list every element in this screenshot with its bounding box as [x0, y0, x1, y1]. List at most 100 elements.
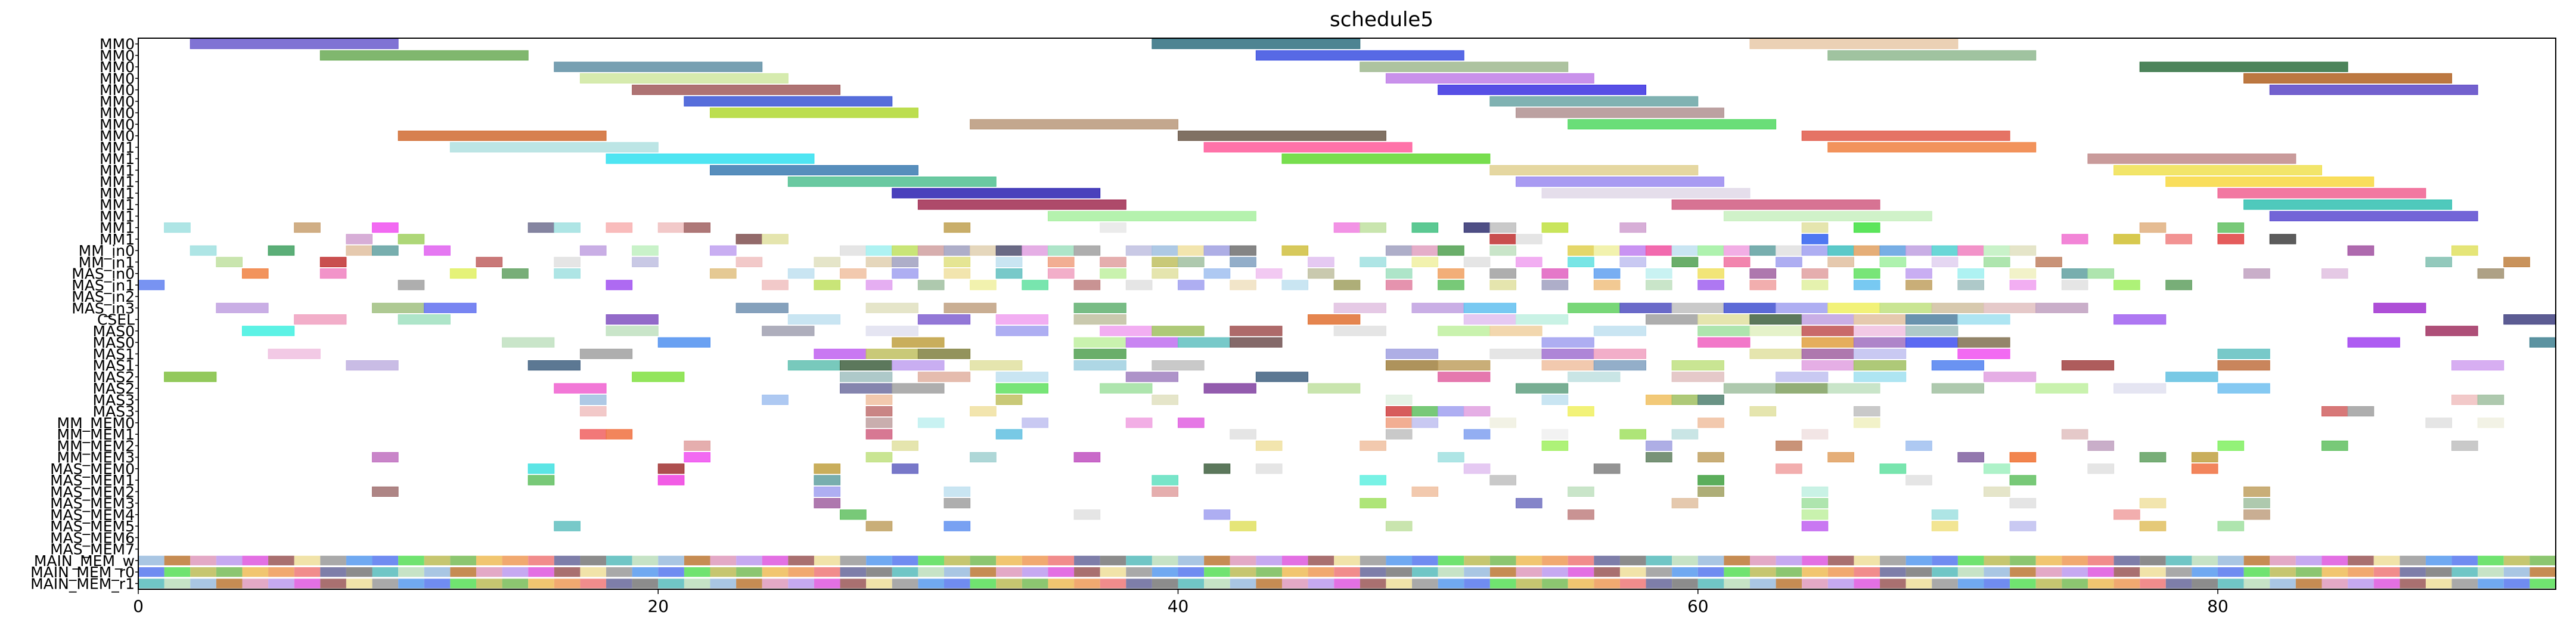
- task-bar: [1152, 39, 1361, 50]
- task-bar: [1022, 280, 1048, 290]
- main-mem-block: [1281, 555, 1308, 565]
- task-bar: [449, 268, 477, 279]
- main-mem-block: [1672, 555, 1698, 565]
- task-bar: [787, 177, 997, 187]
- main-mem-block: [2010, 579, 2036, 589]
- task-bar: [319, 268, 347, 279]
- task-bar: [1281, 245, 1309, 256]
- main-mem-block: [2087, 555, 2114, 565]
- task-bar: [917, 199, 1126, 210]
- main-mem-block: [892, 567, 918, 577]
- task-bar: [1178, 417, 1205, 428]
- task-bar: [1073, 337, 1126, 348]
- task-bar: [814, 486, 841, 497]
- y-tick-label: MM0: [100, 36, 135, 53]
- task-bar: [1619, 222, 1647, 233]
- task-bar: [1073, 348, 1126, 359]
- main-mem-block: [1048, 579, 1075, 589]
- main-mem-block: [1464, 555, 1490, 565]
- task-bar: [2243, 73, 2453, 83]
- main-mem-block: [2243, 555, 2270, 565]
- main-mem-block: [2530, 579, 2556, 589]
- task-bar: [657, 475, 685, 485]
- main-mem-block: [2425, 567, 2452, 577]
- main-mem-block: [658, 567, 684, 577]
- main-mem-block: [1438, 579, 1464, 589]
- task-bar: [1047, 256, 1075, 267]
- main-mem-block: [1204, 579, 1230, 589]
- task-bar: [346, 360, 399, 371]
- y-tick-label: MM1: [100, 150, 135, 168]
- task-bar: [1230, 256, 1256, 267]
- task-bar: [684, 440, 710, 451]
- task-bar: [1957, 314, 2010, 325]
- task-bar: [2061, 268, 2088, 279]
- task-bar: [2373, 302, 2426, 313]
- task-bar: [1100, 256, 1126, 267]
- main-mem-block: [1489, 579, 1516, 589]
- task-bar: [1385, 280, 1413, 290]
- task-bar: [1723, 383, 1777, 394]
- main-mem-block: [424, 555, 451, 565]
- main-mem-block: [164, 555, 191, 565]
- task-bar: [684, 222, 710, 233]
- y-tick-label: MM_MEM0: [57, 415, 135, 432]
- task-bar: [1203, 245, 1231, 256]
- main-mem-block: [2478, 579, 2504, 589]
- task-bar: [346, 234, 373, 245]
- task-bar: [164, 222, 191, 233]
- task-bar: [1541, 280, 1569, 290]
- task-bar: [2321, 440, 2348, 451]
- y-tick-label: MAS2: [93, 369, 135, 386]
- main-mem-block: [866, 555, 892, 565]
- task-bar: [554, 61, 763, 72]
- task-bar: [2503, 256, 2530, 267]
- y-tick-label: MAS_MEM4: [50, 506, 135, 524]
- task-bar: [1723, 245, 1751, 256]
- task-bar: [1438, 360, 1491, 371]
- task-bar: [2217, 188, 2426, 199]
- task-bar: [1022, 245, 1048, 256]
- task-bar: [1100, 222, 1126, 233]
- task-bar: [1463, 302, 1516, 313]
- task-bar: [2451, 245, 2478, 256]
- task-bar: [1879, 245, 1907, 256]
- task-bar: [2243, 199, 2453, 210]
- main-mem-block: [736, 555, 762, 565]
- task-bar: [1125, 372, 1179, 382]
- task-bar: [1776, 302, 1829, 313]
- task-bar: [346, 245, 373, 256]
- main-mem-block: [1568, 579, 1594, 589]
- main-mem-block: [788, 567, 814, 577]
- task-bar: [1697, 417, 1724, 428]
- y-tick-label: MM1: [100, 231, 135, 248]
- task-bar: [2087, 268, 2115, 279]
- main-mem-block: [2243, 567, 2270, 577]
- x-axis: 0 20 40 60 80: [133, 589, 2229, 616]
- task-bar: [1931, 509, 1959, 520]
- task-bar: [579, 245, 607, 256]
- task-bar: [892, 256, 918, 267]
- task-bar: [1411, 245, 1439, 256]
- task-bar: [2035, 383, 2088, 394]
- task-bar: [1178, 245, 1205, 256]
- main-mem-block: [840, 567, 867, 577]
- task-bar: [892, 440, 918, 451]
- task-bar: [1671, 245, 1699, 256]
- main-mem-block: [710, 579, 737, 589]
- main-mem-block: [814, 567, 840, 577]
- task-bar: [1801, 268, 1829, 279]
- task-bar: [1853, 360, 1907, 371]
- main-mem-block: [684, 567, 710, 577]
- task-bar: [1801, 234, 1829, 245]
- task-bar: [2139, 521, 2167, 531]
- task-bar: [606, 280, 633, 290]
- task-bar: [1853, 268, 1880, 279]
- task-bar: [892, 383, 945, 394]
- main-mem-block: [1074, 579, 1100, 589]
- main-mem-block: [450, 579, 476, 589]
- main-mem-block: [710, 555, 737, 565]
- y-tick-label: MM_in1: [79, 253, 135, 271]
- main-mem-block: [320, 567, 346, 577]
- task-bar: [865, 394, 893, 405]
